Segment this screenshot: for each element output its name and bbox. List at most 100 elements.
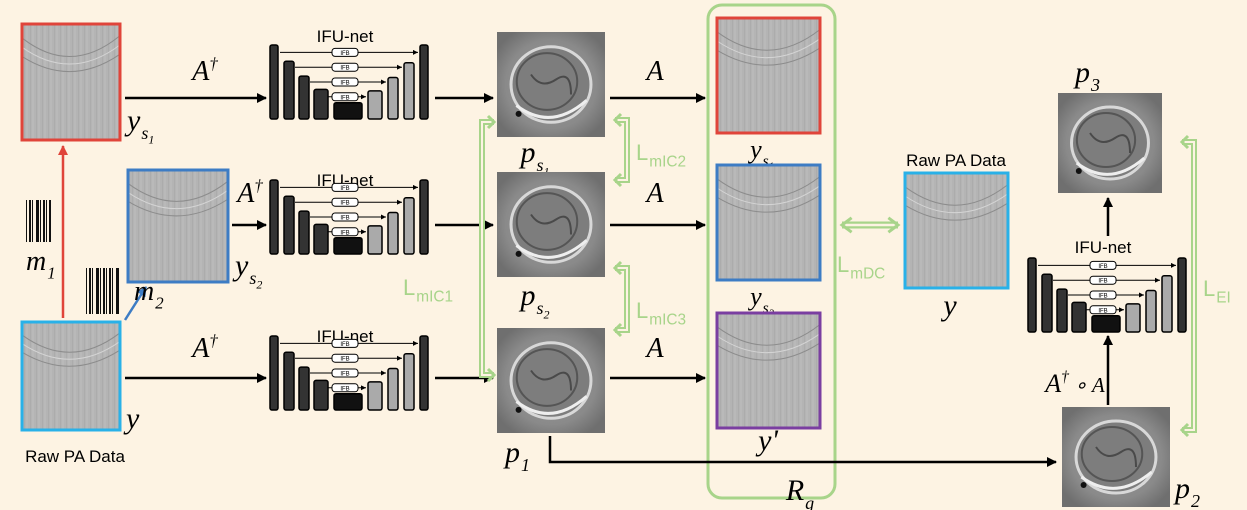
label: A† ∘ A [1043,369,1105,398]
ifb-label: IFB [340,66,349,72]
label-part: R [785,474,804,507]
cell-dot [1081,482,1087,488]
label-part: † [209,54,218,73]
loss-mic3-bracket [615,268,627,330]
loss-label: LmIC3 [636,298,686,329]
network-layer [420,336,428,410]
network-layer [1178,258,1186,332]
barcode-bar [32,200,33,242]
barcode-bar [112,268,113,314]
network-layer [1042,274,1052,332]
network-label: IFU-net [317,27,374,46]
label-part: A [235,178,255,209]
barcode-bar [106,268,107,314]
label-part: s [536,298,543,318]
label-part: 2 [544,308,550,322]
label-part: y [232,249,249,282]
label-part: y [747,135,762,164]
ifb-label: IFB [340,186,349,192]
label: A [644,178,664,209]
label-part: y [747,282,762,311]
barcode-bar [96,268,99,314]
label-part: mIC3 [649,312,686,329]
label-part: s [141,123,148,143]
network-layer [420,180,428,254]
barcode-bar [100,268,101,314]
network-layer [299,76,309,119]
image-bg [22,322,120,430]
label: y [940,289,957,322]
loss-label: LmIC2 [636,140,686,171]
barcode-bar [109,268,111,314]
ifu-net-block: IFBIFBIFBIFB [270,45,428,119]
barcode-bar [40,200,41,242]
label-part: mIC1 [416,289,453,306]
network-layer [388,369,398,410]
network-layer [1126,304,1140,332]
image-bg [22,24,120,140]
network-layer [1072,302,1086,332]
transform-line [550,436,1056,462]
ifb-label: IFB [1098,279,1107,285]
barcode-bar [49,200,51,242]
ifb-label: IFB [1098,294,1107,300]
ifb-label: IFB [1098,264,1107,270]
image-bg [905,173,1008,288]
ifb-label: IFB [340,372,349,378]
network-layer [388,78,398,119]
network-layer [1162,276,1172,332]
network-layer [270,336,278,410]
network-layer [368,382,382,410]
network-layer [334,238,362,254]
network-layer [270,180,278,254]
loss-label: LmIC1 [403,275,453,306]
raw-data-input [22,322,120,430]
page: ys1ys2yRaw PA Datam1m2A†IFU-netIFBIFBIFB… [0,0,1247,510]
label-part: A [1043,369,1061,398]
ei-reconstruction [1058,93,1162,193]
label: A [644,56,664,87]
label-part: 1 [148,133,154,147]
label-part: 2 [155,293,164,312]
label: y [123,402,140,435]
label-part: A [190,333,210,364]
ifb-label: IFB [340,95,349,101]
loss-label: LmDC [837,252,885,283]
label: A [644,333,664,364]
ifb-label: IFB [340,342,349,348]
projection-s1 [717,18,820,133]
network-layer [334,394,362,410]
label: A† [190,331,218,364]
diagram: ys1ys2yRaw PA Datam1m2A†IFU-netIFBIFBIFB… [0,0,1247,510]
network-layer [314,380,328,410]
label: p1 [503,436,530,475]
label-part: A [190,56,210,87]
loss-mic1-bracket [482,122,494,375]
label-part: mIC2 [649,154,686,171]
ifb-label: IFB [340,201,349,207]
network-layer [404,63,414,119]
label-part: ∘ A [1069,374,1105,397]
barcode-bar [36,200,39,242]
network-layer [314,224,328,254]
label: p2 [1173,472,1200,510]
ifb-label: IFB [340,357,349,363]
loss-mic2-bracket [615,120,627,180]
label-part: 1 [521,455,530,475]
network-layer [284,61,294,119]
raw-data-caption: Raw PA Data [906,151,1006,170]
network-layer [388,213,398,254]
loss-label: LEI [1203,276,1231,307]
label-part: 2 [1191,491,1200,510]
raw-data-caption: Raw PA Data [25,447,125,466]
ifb-label: IFB [1098,308,1107,314]
network-layer [404,354,414,410]
cell-dot [516,251,522,257]
network-layer [299,367,309,410]
network-layer [368,226,382,254]
raw-data-reference [905,173,1008,288]
label: y' [755,424,778,457]
label-part: g [805,493,814,510]
reconstruction-full [497,328,605,433]
